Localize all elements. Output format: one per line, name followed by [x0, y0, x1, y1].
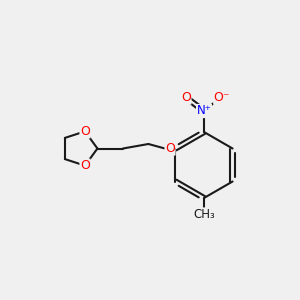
Text: O⁻: O⁻ — [214, 91, 230, 104]
Text: CH₃: CH₃ — [193, 208, 215, 221]
Text: O: O — [80, 125, 90, 138]
Text: O: O — [165, 142, 175, 155]
Text: O: O — [181, 91, 191, 104]
Text: N⁺: N⁺ — [196, 104, 211, 118]
Text: O: O — [80, 159, 90, 172]
